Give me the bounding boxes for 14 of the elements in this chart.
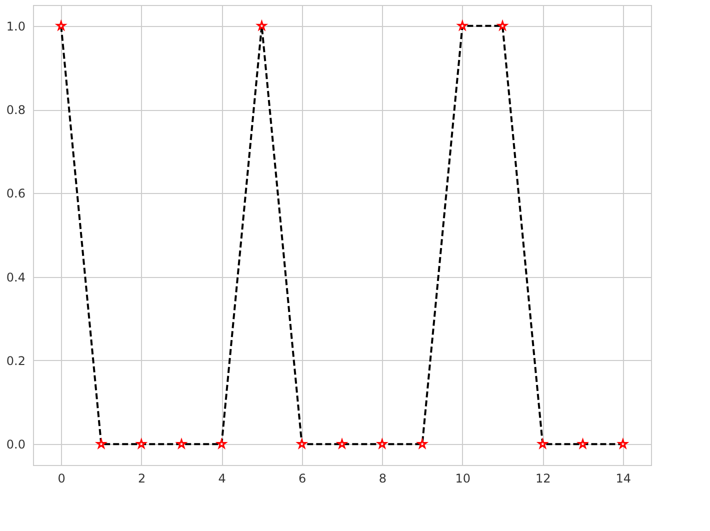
x-tick-label: 0: [58, 472, 66, 486]
y-tick-label: 1.0: [6, 19, 26, 34]
y-tick-label: 0.8: [6, 103, 26, 118]
y-tick-label: 0.4: [6, 270, 26, 284]
x-tick-label: 10: [455, 472, 471, 486]
x-tick-label: 8: [378, 472, 386, 486]
x-tick-label: 14: [616, 472, 632, 486]
y-tick-label: 0.0: [6, 438, 26, 452]
x-tick-label: 12: [536, 472, 551, 486]
x-tick-label: 6: [298, 472, 306, 486]
y-tick-label: 0.2: [6, 354, 26, 368]
x-tick-label: 2: [138, 472, 146, 486]
y-tick-label: 0.6: [6, 186, 26, 201]
x-tick-label: 4: [218, 472, 226, 486]
